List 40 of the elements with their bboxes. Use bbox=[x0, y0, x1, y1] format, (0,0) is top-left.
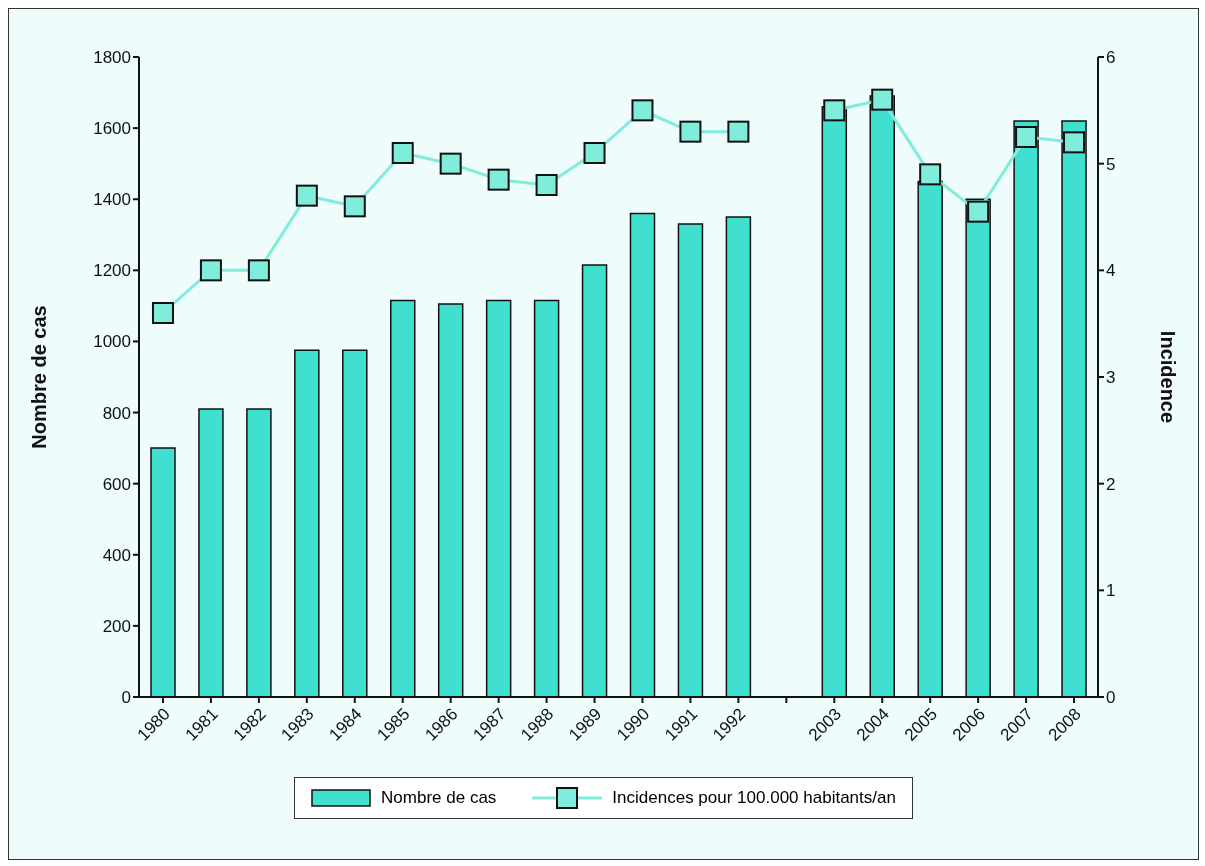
point bbox=[343, 195, 366, 218]
y-tick-label: 1400 bbox=[93, 190, 131, 210]
y-tick-label: 0 bbox=[121, 688, 131, 708]
y2-tick-label: 1 bbox=[1106, 581, 1116, 601]
point bbox=[535, 174, 558, 196]
point bbox=[631, 99, 654, 122]
point bbox=[247, 259, 270, 282]
point bbox=[727, 120, 750, 143]
point bbox=[967, 200, 990, 223]
y2-axis-title: Incidence bbox=[1156, 330, 1179, 424]
y2-tick-label: 4 bbox=[1106, 261, 1116, 281]
point bbox=[679, 120, 702, 143]
y-tick-label: 1600 bbox=[93, 119, 131, 139]
legend-label: Nombre de cas bbox=[381, 788, 497, 808]
point bbox=[295, 184, 318, 207]
y-tick-label: 1000 bbox=[93, 332, 131, 352]
y-tick-label: 600 bbox=[102, 474, 131, 494]
y2-tick-label: 3 bbox=[1106, 368, 1116, 388]
point bbox=[871, 88, 894, 111]
y-tick-label: 1800 bbox=[93, 48, 131, 68]
point bbox=[1015, 126, 1038, 148]
y2-tick-label: 5 bbox=[1106, 154, 1116, 174]
point bbox=[439, 152, 462, 175]
point bbox=[919, 163, 942, 186]
y-tick-label: 800 bbox=[102, 403, 131, 423]
y2-tick-label: 6 bbox=[1106, 48, 1116, 68]
point bbox=[391, 142, 414, 164]
point bbox=[487, 168, 510, 191]
point bbox=[151, 302, 174, 324]
y-axis-title: Nombre de cas bbox=[28, 305, 51, 449]
y2-tick-label: 2 bbox=[1106, 474, 1116, 494]
point bbox=[199, 259, 222, 282]
y-tick-label: 1200 bbox=[93, 261, 131, 281]
point bbox=[1063, 131, 1086, 154]
y-tick-label: 200 bbox=[102, 616, 131, 636]
point bbox=[583, 142, 606, 164]
y2-tick-label: 0 bbox=[1106, 688, 1116, 708]
y-tick-label: 400 bbox=[102, 545, 131, 565]
point bbox=[823, 99, 846, 122]
legend-label: Incidences pour 100.000 habitants/an bbox=[612, 788, 896, 808]
